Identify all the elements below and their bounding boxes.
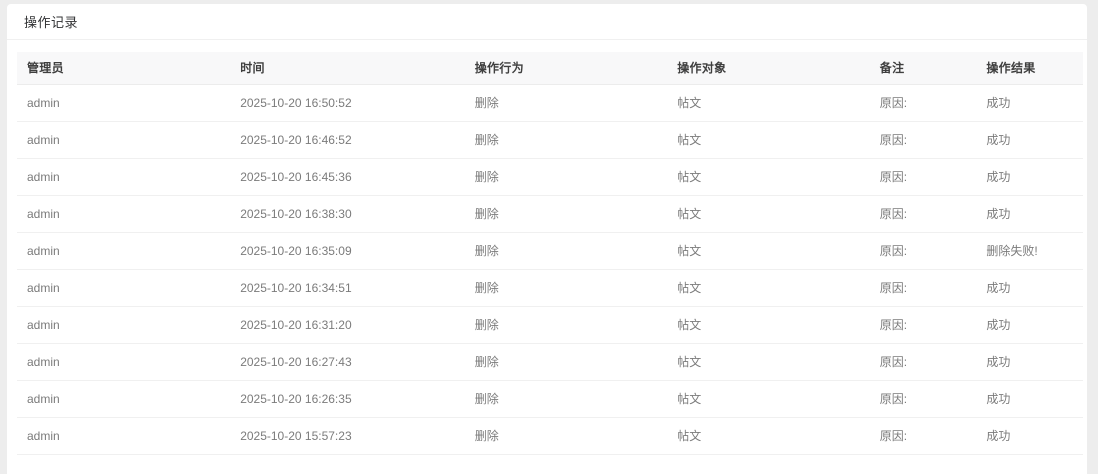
cell-result: 成功 — [976, 417, 1083, 455]
operation-log-table-container: 管理员 时间 操作行为 操作对象 备注 操作结果 admin 2025-10-20 16:5… — [17, 52, 1083, 455]
table-row: admin 2025-10-20 16:38:30 删除 帖文 原因: 成功 — [17, 195, 1083, 233]
cell-remark: 原因: — [869, 84, 977, 122]
column-header-target: 操作对象 — [667, 52, 870, 85]
cell-admin: admin — [17, 269, 231, 307]
cell-time: 2025-10-20 16:50:52 — [230, 84, 465, 122]
cell-remark: 原因: — [869, 306, 977, 344]
cell-target: 帖文 — [667, 232, 870, 270]
cell-result: 成功 — [976, 343, 1083, 381]
cell-remark: 原因: — [869, 232, 977, 270]
table-row: admin 2025-10-20 16:31:20 删除 帖文 原因: 成功 — [17, 306, 1083, 344]
cell-time: 2025-10-20 15:57:23 — [230, 417, 465, 455]
column-header-remark: 备注 — [869, 52, 977, 85]
column-header-time: 时间 — [230, 52, 465, 85]
panel-header: 操作记录 — [7, 4, 1087, 40]
cell-time: 2025-10-20 16:46:52 — [230, 121, 465, 159]
cell-action: 删除 — [464, 158, 668, 196]
cell-time: 2025-10-20 16:35:09 — [230, 232, 465, 270]
cell-result: 成功 — [976, 158, 1083, 196]
cell-result: 成功 — [976, 84, 1083, 122]
cell-target: 帖文 — [667, 269, 870, 307]
cell-remark: 原因: — [869, 269, 977, 307]
cell-time: 2025-10-20 16:26:35 — [230, 380, 465, 418]
cell-admin: admin — [17, 121, 231, 159]
column-header-admin: 管理员 — [17, 52, 231, 85]
cell-action: 删除 — [464, 195, 668, 233]
cell-target: 帖文 — [667, 158, 870, 196]
table-row: admin 2025-10-20 16:35:09 删除 帖文 原因: 删除失败! — [17, 232, 1083, 270]
cell-target: 帖文 — [667, 121, 870, 159]
cell-admin: admin — [17, 158, 231, 196]
operation-log-panel: 操作记录 管理员 时间 操作行为 操作对象 备注 操作结果 admin 2025-10-20… — [7, 4, 1087, 474]
column-header-result: 操作结果 — [976, 52, 1083, 85]
cell-action: 删除 — [464, 306, 668, 344]
cell-action: 删除 — [464, 232, 668, 270]
table-row: admin 2025-10-20 16:34:51 删除 帖文 原因: 成功 — [17, 269, 1083, 307]
cell-result: 成功 — [976, 306, 1083, 344]
cell-time: 2025-10-20 16:34:51 — [230, 269, 465, 307]
cell-remark: 原因: — [869, 121, 977, 159]
cell-action: 删除 — [464, 380, 668, 418]
cell-admin: admin — [17, 306, 231, 344]
table-header-row: 管理员 时间 操作行为 操作对象 备注 操作结果 — [17, 52, 1083, 85]
cell-remark: 原因: — [869, 195, 977, 233]
cell-admin: admin — [17, 380, 231, 418]
cell-target: 帖文 — [667, 343, 870, 381]
cell-result: 成功 — [976, 195, 1083, 233]
cell-time: 2025-10-20 16:27:43 — [230, 343, 465, 381]
table-row: admin 2025-10-20 16:50:52 删除 帖文 原因: 成功 — [17, 84, 1083, 122]
cell-result: 成功 — [976, 121, 1083, 159]
cell-time: 2025-10-20 16:38:30 — [230, 195, 465, 233]
table-row: admin 2025-10-20 16:46:52 删除 帖文 原因: 成功 — [17, 121, 1083, 159]
cell-time: 2025-10-20 16:45:36 — [230, 158, 465, 196]
cell-result: 成功 — [976, 269, 1083, 307]
page-title: 操作记录 — [24, 15, 79, 30]
cell-remark: 原因: — [869, 380, 977, 418]
cell-admin: admin — [17, 417, 231, 455]
table-row: admin 2025-10-20 15:57:23 删除 帖文 原因: 成功 — [17, 417, 1083, 455]
cell-remark: 原因: — [869, 417, 977, 455]
cell-result: 成功 — [976, 380, 1083, 418]
cell-time: 2025-10-20 16:31:20 — [230, 306, 465, 344]
cell-remark: 原因: — [869, 343, 977, 381]
cell-target: 帖文 — [667, 306, 870, 344]
cell-target: 帖文 — [667, 195, 870, 233]
cell-action: 删除 — [464, 84, 668, 122]
table-row: admin 2025-10-20 16:26:35 删除 帖文 原因: 成功 — [17, 380, 1083, 418]
cell-admin: admin — [17, 84, 231, 122]
cell-admin: admin — [17, 232, 231, 270]
operation-log-table: 管理员 时间 操作行为 操作对象 备注 操作结果 admin 2025-10-20 16:5… — [17, 52, 1083, 455]
cell-remark: 原因: — [869, 158, 977, 196]
column-header-action: 操作行为 — [464, 52, 668, 85]
cell-result: 删除失败! — [976, 232, 1083, 270]
cell-target: 帖文 — [667, 380, 870, 418]
cell-target: 帖文 — [667, 84, 870, 122]
cell-action: 删除 — [464, 343, 668, 381]
table-row: admin 2025-10-20 16:27:43 删除 帖文 原因: 成功 — [17, 343, 1083, 381]
cell-action: 删除 — [464, 417, 668, 455]
cell-action: 删除 — [464, 269, 668, 307]
cell-action: 删除 — [464, 121, 668, 159]
cell-admin: admin — [17, 195, 231, 233]
cell-admin: admin — [17, 343, 231, 381]
cell-target: 帖文 — [667, 417, 870, 455]
table-row: admin 2025-10-20 16:45:36 删除 帖文 原因: 成功 — [17, 158, 1083, 196]
